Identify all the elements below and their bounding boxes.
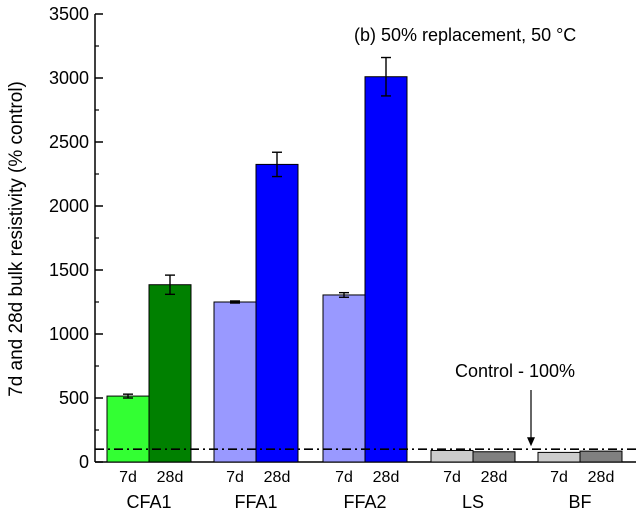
group-label-ls: LS [462, 492, 484, 512]
bar-ffa2-7d [322, 294, 366, 463]
bar-sub-label: 28d [481, 469, 508, 486]
y-tick-label: 2000 [49, 196, 89, 216]
bar-sub-label: 7d [550, 469, 568, 486]
bar-sub-label: 28d [588, 469, 615, 486]
bar-sub-label: 28d [157, 469, 184, 486]
group-label-ffa2: FFA2 [343, 492, 386, 512]
bar-sub-label: 7d [335, 469, 353, 486]
bar-sub-label: 7d [226, 469, 244, 486]
bar-sub-label: 7d [443, 469, 461, 486]
y-tick-label: 1000 [49, 324, 89, 344]
control-line-annotation: Control - 100% [455, 361, 575, 381]
bar-ls-7d [430, 449, 474, 463]
bar-cfa1-28d [148, 284, 192, 463]
group-label-bf: BF [568, 492, 591, 512]
y-tick-label: 0 [79, 452, 89, 472]
bar-cfa1-7d [106, 395, 150, 463]
bar-ffa2-28d [364, 76, 408, 463]
panel-annotation: (b) 50% replacement, 50 °C [354, 25, 576, 45]
group-label-cfa1: CFA1 [126, 492, 171, 512]
y-tick-label: 2500 [49, 132, 89, 152]
bar-ffa1-28d [255, 163, 299, 463]
y-tick-label: 500 [59, 388, 89, 408]
bar-sub-label: 28d [373, 469, 400, 486]
group-label-ffa1: FFA1 [234, 492, 277, 512]
control-arrow-head [527, 437, 535, 447]
bar-ls-28d [472, 451, 516, 463]
bar-sub-label: 28d [264, 469, 291, 486]
y-tick-label: 3000 [49, 68, 89, 88]
bar-ffa1-7d [213, 301, 257, 463]
y-axis-title: 7d and 28d bulk resistivity (% control) [6, 81, 27, 397]
bar-sub-label: 7d [119, 469, 137, 486]
y-tick-label: 3500 [49, 4, 89, 24]
bar-bf-7d [537, 451, 581, 463]
bar-bf-28d [579, 450, 623, 463]
y-tick-label: 1500 [49, 260, 89, 280]
